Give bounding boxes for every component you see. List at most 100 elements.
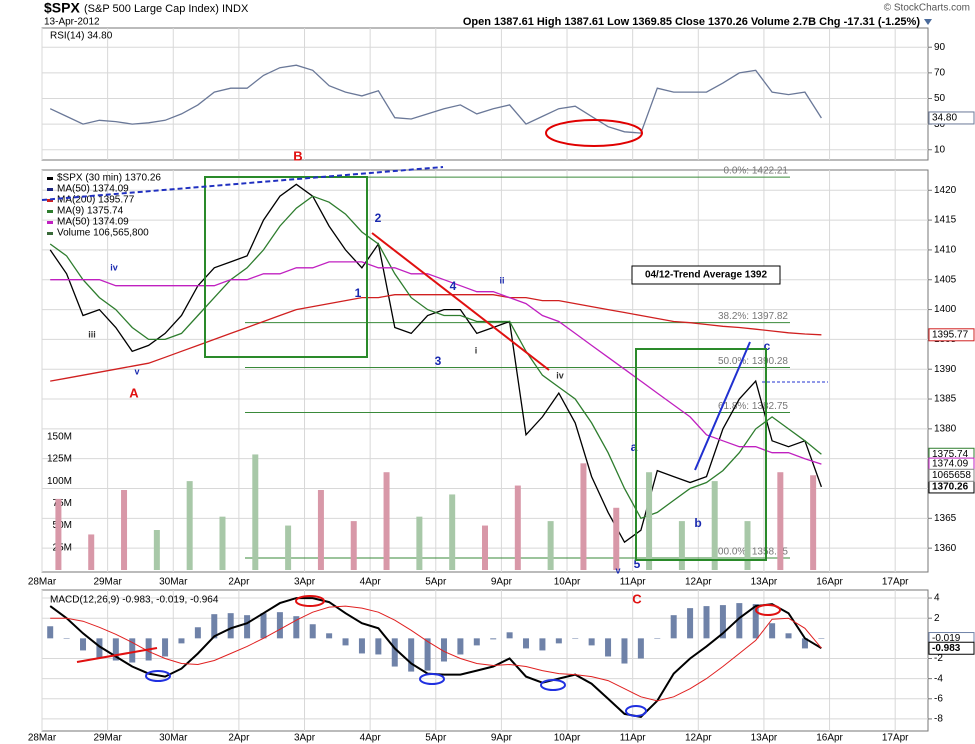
histogram-bar: [293, 616, 300, 639]
note-box: [631, 265, 781, 285]
histogram-bar: [736, 603, 743, 639]
trend-line: [41, 166, 444, 201]
histogram-bar: [670, 615, 677, 639]
x-tick-label: 5Apr: [425, 733, 447, 744]
y-tick-label: 50: [934, 93, 946, 104]
histogram-bar: [654, 638, 661, 639]
last-value-box: [928, 641, 975, 655]
legend-entry: $SPX (30 min) 1370.26: [57, 173, 161, 184]
y-tick-label: 1365: [934, 513, 957, 524]
histogram-bar: [506, 632, 513, 639]
y-tick-label: 10: [934, 144, 946, 155]
rsi-ellipse: [545, 119, 643, 147]
last-value-box: [928, 111, 975, 125]
wave-label: iii: [88, 329, 96, 339]
last-value-label: 1374.09: [932, 459, 969, 470]
ellipse: [625, 705, 647, 717]
y-tick-label: 2: [934, 613, 940, 624]
histogram-bar: [703, 606, 710, 639]
trend-line: [371, 232, 550, 371]
wave-label: 1: [355, 286, 362, 300]
macd-legend: MACD(12,26,9) -0.983, -0.019, -0.964: [50, 595, 219, 606]
volume-bar: [416, 516, 423, 570]
level-label: 38.2%: 1397.82: [718, 311, 788, 322]
wave-label: 5: [634, 557, 641, 571]
histogram-bar: [572, 638, 579, 639]
note: 04/12-Trend Average 1392: [645, 270, 768, 281]
histogram-bar: [440, 638, 447, 662]
y-tick-label: 90: [934, 42, 946, 53]
x-tick-label: 28Mar: [28, 577, 57, 588]
last-value-box: [928, 328, 975, 342]
histogram-bar: [178, 638, 185, 644]
volume-bar: [646, 472, 653, 570]
line: [49, 64, 822, 134]
x-tick-label: 29Mar: [93, 733, 122, 744]
x-tick-label: 13Apr: [751, 577, 778, 588]
box: [635, 348, 767, 561]
volume-bar: [810, 475, 817, 570]
histogram-bar: [752, 604, 759, 639]
x-tick-label: 12Apr: [685, 577, 712, 588]
volume-bar: [153, 530, 160, 570]
wave-label: c: [764, 339, 771, 353]
y-tick-label: 100M: [47, 476, 72, 487]
histogram-bar: [687, 608, 694, 639]
legend-swatch: [47, 221, 53, 224]
legend-swatch: [47, 232, 53, 235]
legend-swatch: [47, 199, 53, 202]
y-tick-label: 1415: [934, 215, 957, 226]
y-tick-label: -8: [934, 714, 943, 725]
histogram-bar: [194, 627, 201, 639]
volume-bar: [317, 490, 324, 570]
legend-entry: MA(50) 1374.09: [57, 217, 129, 228]
histogram-bar: [162, 638, 169, 657]
y-tick-label: 75M: [53, 498, 72, 509]
x-tick-label: 17Apr: [882, 733, 909, 744]
x-tick-label: 17Apr: [882, 577, 909, 588]
histogram-bar: [309, 624, 316, 639]
x-tick-label: 9Apr: [491, 733, 513, 744]
volume-bar: [711, 481, 718, 570]
date: 13-Apr-2012: [44, 17, 100, 28]
histogram-bar: [637, 638, 644, 659]
ellipse: [145, 670, 171, 682]
x-tick-label: 29Mar: [93, 577, 122, 588]
histogram-bar: [358, 638, 365, 654]
quote: Open 1387.61 High 1387.61 Low 1369.85 Cl…: [463, 16, 920, 28]
last-value-label: 1370.26: [932, 482, 969, 493]
volume-bar: [252, 454, 259, 570]
y-tick-label: 1360: [934, 543, 957, 554]
histogram-bar: [719, 605, 726, 639]
volume-bar: [285, 525, 292, 570]
histogram-bar: [490, 638, 497, 640]
y-tick-label: -2: [934, 653, 943, 664]
y-tick-label: 1385: [934, 394, 957, 405]
x-tick-label: 30Mar: [159, 733, 188, 744]
volume-bar: [613, 507, 620, 570]
histogram-bar: [391, 638, 398, 667]
exchange: INDX: [222, 3, 249, 15]
volume-bar: [580, 463, 587, 570]
histogram-bar: [63, 638, 70, 639]
volume-bar: [219, 516, 226, 570]
last-value-label: 1395.77: [932, 329, 969, 340]
x-tick-label: 16Apr: [816, 577, 843, 588]
x-tick-label: 11Apr: [620, 733, 647, 744]
x-tick-label: 28Mar: [28, 733, 57, 744]
y-tick-label: 1380: [934, 423, 957, 434]
histogram-bar: [408, 638, 415, 672]
legend-swatch: [47, 188, 53, 191]
last-value-label: 1375.74: [932, 449, 969, 460]
index-name: (S&P 500 Large Cap Index): [84, 3, 219, 15]
histogram-bar: [605, 638, 612, 657]
symbol: $SPX: [44, 0, 80, 16]
y-tick-label: 25M: [53, 542, 72, 553]
histogram-bar: [473, 638, 480, 646]
level-label: 61.8%: 1382.75: [718, 401, 788, 412]
legend-entry: Volume 106,565,800: [57, 228, 149, 239]
x-tick-label: 10Apr: [554, 733, 581, 744]
histogram-bar: [588, 638, 595, 646]
wave-label: v: [615, 565, 620, 575]
